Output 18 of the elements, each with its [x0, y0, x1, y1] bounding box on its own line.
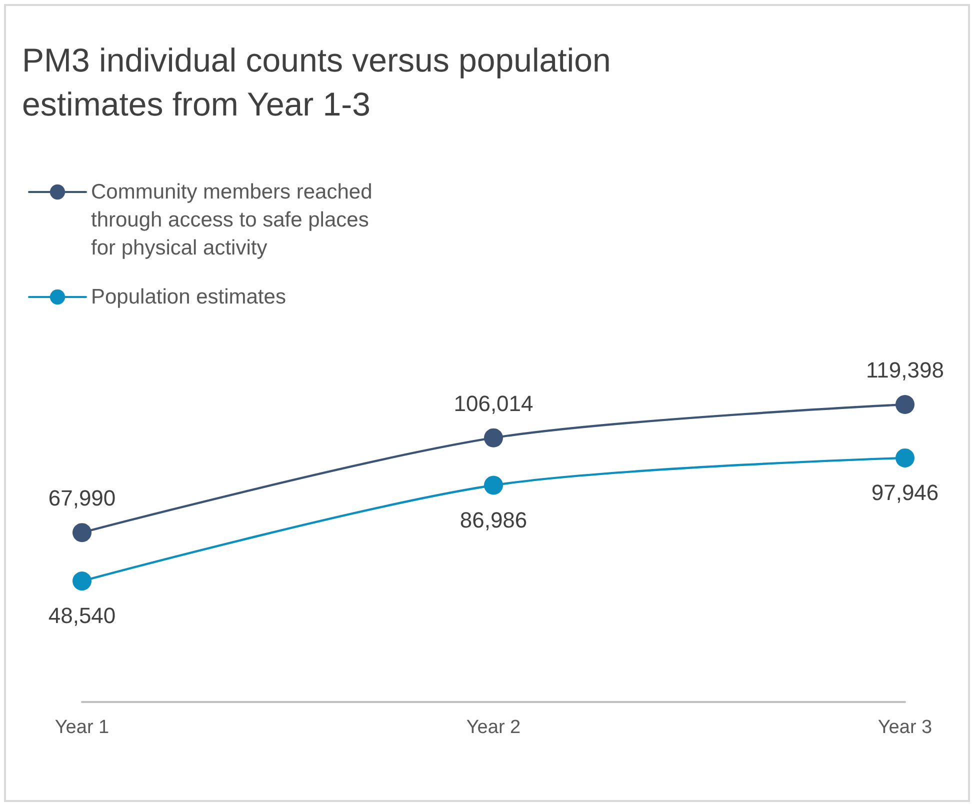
data-label: 106,014: [454, 390, 534, 416]
chart-title: PM3 individual counts versus population estimates from Year 1-3: [22, 42, 620, 122]
point: [484, 476, 503, 495]
point: [896, 395, 914, 414]
point: [896, 448, 914, 468]
data-label: 86,986: [460, 507, 528, 532]
legend-label: Community members reached through access to safe places for physical activity: [91, 180, 372, 260]
x-tick-label: Year 3: [878, 717, 932, 738]
point: [72, 572, 92, 591]
x-tick-label: Year 2: [466, 717, 521, 738]
point: [484, 428, 503, 448]
x-tick-label: Year 1: [54, 717, 110, 738]
data-label: 67,990: [48, 486, 116, 511]
data-label: 97,946: [871, 480, 939, 505]
data-label: 48,540: [48, 603, 116, 628]
legend-label: Population estimates: [91, 286, 286, 308]
data-label: 119,398: [866, 358, 944, 382]
point: [72, 523, 92, 542]
